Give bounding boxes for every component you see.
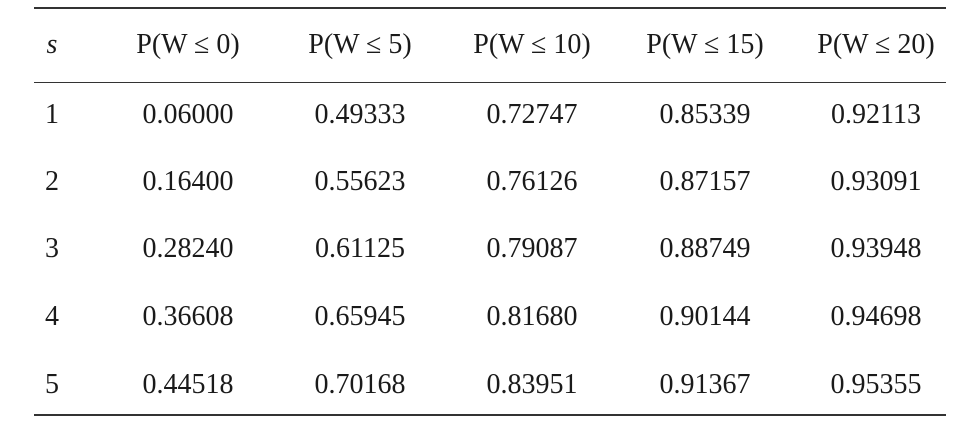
table-cell: 0.90144 <box>659 301 751 332</box>
header-cell: P(W ≤ 15) <box>646 29 764 60</box>
table-cell: 0.83951 <box>486 369 578 400</box>
row-label: 5 <box>45 369 59 400</box>
header-cell: P(W ≤ 10) <box>473 29 591 60</box>
table-cell: 0.36608 <box>142 301 234 332</box>
header-cell: s <box>46 29 58 60</box>
table-cell: 0.61125 <box>315 233 405 264</box>
header-cell: P(W ≤ 0) <box>136 29 240 60</box>
table-cell: 0.44518 <box>142 369 234 400</box>
row-label: 1 <box>45 99 59 130</box>
header-cell: P(W ≤ 5) <box>308 29 412 60</box>
table-cell: 0.95355 <box>830 369 922 400</box>
table-cell: 0.87157 <box>659 166 751 197</box>
header-rule <box>34 82 946 83</box>
table-cell: 0.85339 <box>659 99 751 130</box>
row-label: 3 <box>45 233 59 264</box>
row-label: 2 <box>45 166 59 197</box>
table-cell: 0.88749 <box>659 233 751 264</box>
header-cell: P(W ≤ 20) <box>817 29 935 60</box>
table-cell: 0.06000 <box>142 99 234 130</box>
table-cell: 0.93948 <box>830 233 922 264</box>
table-cell: 0.91367 <box>659 369 751 400</box>
table-cell: 0.76126 <box>486 166 578 197</box>
table-cell: 0.49333 <box>314 99 406 130</box>
row-label: 4 <box>45 301 59 332</box>
table-cell: 0.28240 <box>142 233 234 264</box>
table-cell: 0.93091 <box>830 166 922 197</box>
table-cell: 0.16400 <box>142 166 234 197</box>
table-cell: 0.72747 <box>486 99 578 130</box>
table-cell: 0.94698 <box>830 301 922 332</box>
table-cell: 0.92113 <box>831 99 921 130</box>
table-cell: 0.79087 <box>486 233 578 264</box>
table-cell: 0.55623 <box>314 166 406 197</box>
table-cell: 0.65945 <box>314 301 406 332</box>
table-cell: 0.81680 <box>486 301 578 332</box>
bottom-rule <box>34 414 946 416</box>
table-cell: 0.70168 <box>314 369 406 400</box>
top-rule <box>34 7 946 9</box>
